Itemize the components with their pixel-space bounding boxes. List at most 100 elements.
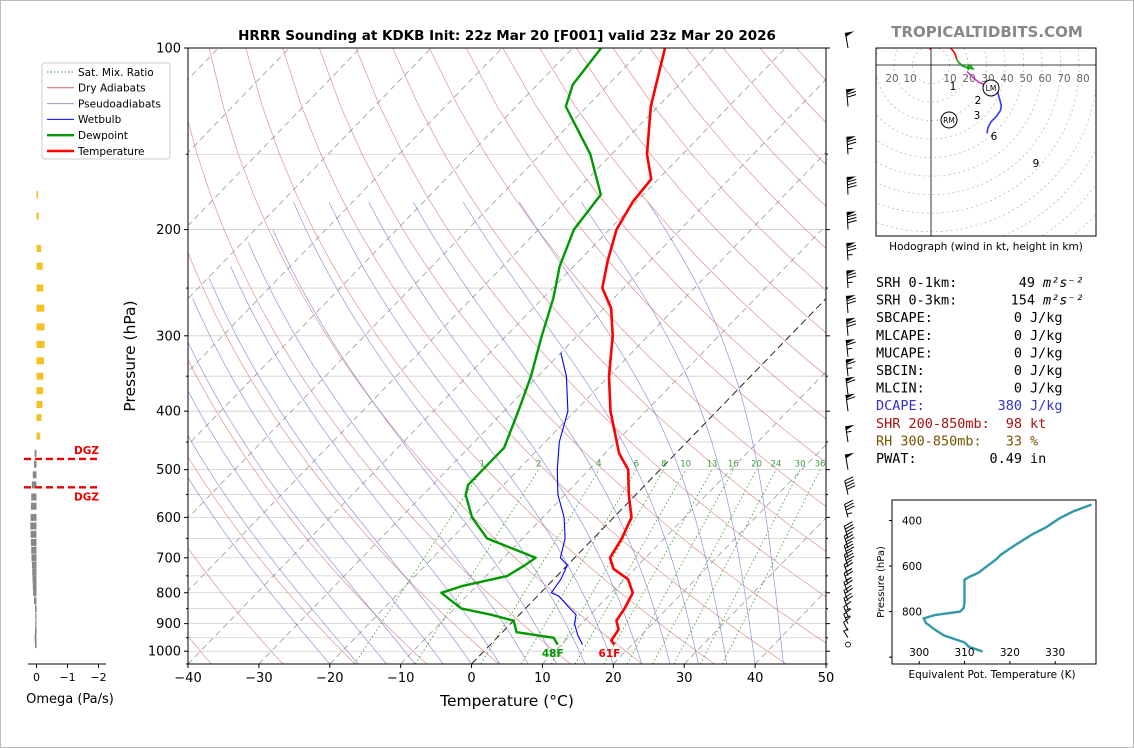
dry-adiabat	[188, 251, 499, 664]
index-value: 0	[1014, 328, 1022, 344]
theta-e-frame	[891, 499, 1097, 665]
hodograph-ring-label: 10	[903, 73, 916, 85]
hodograph-ring-label: 80	[1076, 73, 1089, 85]
hodograph-height-label: 3	[974, 110, 981, 122]
omega-bar	[36, 262, 43, 270]
index-value: 98	[1006, 416, 1022, 432]
y-tick-label: 400	[156, 405, 181, 420]
mixing-ratio-lines: 1 2 4 6 8 10 13 16 20 24 30 36	[353, 460, 826, 664]
index-value: 380	[998, 398, 1022, 414]
index-value: 0	[1014, 310, 1022, 326]
mixing-ratio-label: 16	[728, 460, 739, 470]
wind-barbs	[843, 31, 857, 648]
index-label: SHR 200-850mb:	[876, 416, 990, 432]
mixing-ratio-label: 20	[751, 460, 762, 470]
index-label: MUCAPE:	[876, 345, 933, 361]
wind-barb	[845, 424, 855, 443]
index-row: MLCAPE: 0 J/kg	[876, 328, 1063, 344]
wind-barb	[846, 269, 857, 289]
index-value: 0	[1014, 345, 1022, 361]
theta-e-y-tick-label: 600	[902, 561, 922, 573]
omega-bar	[36, 191, 39, 199]
index-label: RH 300-850mb:	[876, 433, 982, 449]
omega-bar	[33, 589, 37, 597]
legend-entry: Temperature	[77, 146, 145, 158]
dry-adiabat	[355, 48, 826, 598]
index-unit: kt	[1030, 416, 1046, 432]
mixing-ratio-line	[626, 469, 734, 664]
wind-barb	[843, 549, 855, 568]
y-axis-label: Pressure (hPa)	[121, 300, 139, 411]
isotherm-line	[188, 48, 503, 373]
wind-barb	[844, 499, 855, 518]
index-unit: in	[1030, 451, 1046, 467]
surface-temperature-label: 61F	[599, 648, 621, 660]
y-tick-label: 100	[156, 42, 181, 57]
isotherm-line	[400, 224, 826, 664]
dry-adiabat	[188, 119, 571, 664]
omega-panel: DGZ DGZ 0 −1 −2 Omega (Pa/s)	[24, 191, 114, 707]
mixing-ratio-label: 6	[634, 460, 639, 470]
omega-bar	[34, 460, 37, 468]
wind-barb	[845, 393, 856, 412]
pseudoadiabat	[518, 201, 728, 664]
index-value: 154	[1011, 293, 1035, 309]
mixing-ratio-label: 36	[815, 460, 826, 470]
y-tick-label: 300	[156, 329, 181, 344]
omega-bar	[36, 304, 45, 312]
x-axis-label: Temperature (°C)	[439, 692, 574, 710]
index-label: MLCAPE:	[876, 328, 933, 344]
hodograph-height-label: 1	[950, 81, 957, 93]
legend-entry: Dewpoint	[78, 130, 128, 142]
mixing-ratio-label: 10	[680, 460, 691, 470]
wind-barb	[843, 540, 855, 558]
omega-bar	[30, 513, 37, 521]
index-row: SBCAPE: 0 J/kg	[876, 310, 1063, 326]
index-label: MLCIN:	[876, 381, 925, 397]
wind-barb	[843, 592, 853, 609]
index-label: SBCAPE:	[876, 310, 933, 326]
x-tick-label: 40	[747, 671, 764, 686]
storm-motion-label: RM	[943, 116, 955, 125]
wind-barb	[843, 616, 851, 632]
y-tick-label: 600	[156, 511, 181, 526]
y-tick-label: 1000	[148, 645, 181, 660]
isotherm-line	[188, 48, 786, 664]
wind-barb	[846, 176, 857, 195]
omega-bar	[36, 401, 43, 408]
omega-bar	[32, 471, 37, 479]
legend-entry: Wetbulb	[78, 114, 122, 126]
omega-tick-label: 0	[33, 671, 40, 684]
pseudoadiabats	[188, 201, 784, 664]
hodograph-caption: Hodograph (wind in kt, height in km)	[889, 241, 1083, 253]
mixing-ratio-line	[603, 469, 713, 664]
index-row: SRH 0-3km: 154 m²s⁻²	[876, 293, 1084, 309]
index-value: 0.49	[989, 451, 1022, 467]
isotherm-line	[329, 151, 826, 664]
dry-adiabat	[465, 48, 826, 463]
mixing-ratio-line	[353, 469, 483, 664]
wind-barb	[845, 317, 857, 336]
index-row: MLCIN: 0 J/kg	[876, 381, 1063, 397]
index-label: PWAT:	[876, 451, 917, 467]
omega-bar	[32, 575, 37, 583]
index-unit: m²s⁻²	[1042, 293, 1084, 309]
pseudoadiabat	[208, 277, 472, 664]
mixing-ratio-line	[673, 469, 777, 664]
isotherm-line	[188, 48, 432, 300]
omega-bar	[32, 568, 37, 576]
index-row: MUCAPE: 0 J/kg	[876, 345, 1063, 361]
isotherm-line	[542, 371, 826, 664]
omega-bar	[36, 414, 42, 422]
dry-adiabat	[245, 48, 715, 664]
omega-bar	[30, 530, 37, 538]
omega-bar	[30, 502, 37, 510]
x-tick-label: −10	[387, 671, 414, 686]
wind-barb	[845, 641, 851, 648]
dry-adiabat	[188, 359, 428, 664]
hodograph-height-label: 2	[975, 95, 982, 107]
hodograph-trace	[955, 58, 975, 71]
mixing-ratio-line	[521, 469, 637, 664]
omega-bar	[36, 387, 43, 395]
